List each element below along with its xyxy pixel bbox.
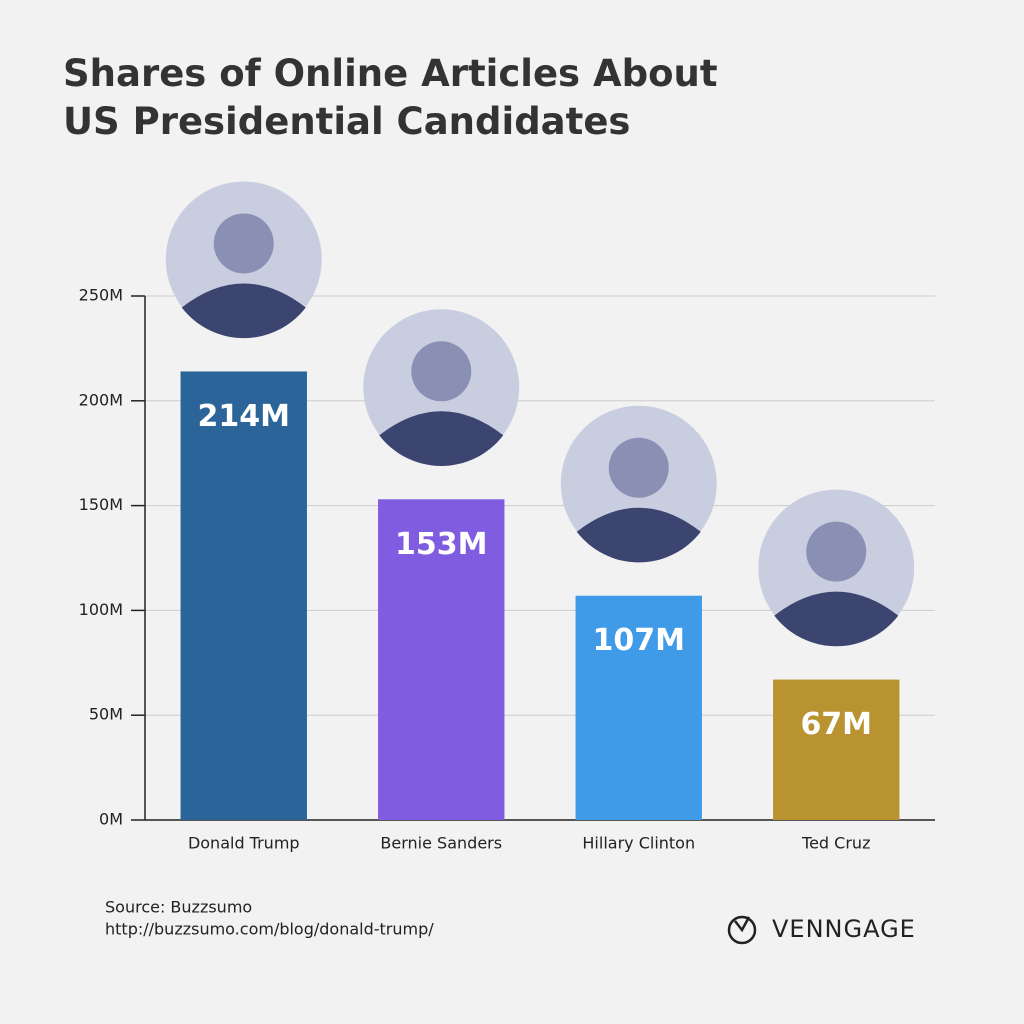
value-label: 107M	[593, 623, 685, 658]
y-tick-label: 0M	[99, 810, 123, 829]
candidate-photo	[165, 181, 322, 339]
value-label: 153M	[395, 527, 487, 562]
bar	[378, 499, 505, 820]
y-tick-label: 50M	[89, 705, 123, 724]
brand: VENNGAGE	[772, 915, 916, 943]
chart-title: Shares of Online Articles About US Presi…	[63, 52, 718, 143]
bar	[180, 371, 307, 820]
photo-head	[608, 437, 669, 498]
photo-body	[379, 411, 504, 466]
x-tick-label: Bernie Sanders	[380, 834, 502, 853]
brand-logo	[727, 915, 757, 945]
bar	[773, 679, 900, 820]
photo-body	[774, 591, 899, 647]
y-tick-label: 100M	[79, 600, 123, 619]
logo-icon	[727, 915, 757, 945]
photo-body	[576, 507, 701, 563]
y-tick-label: 250M	[79, 286, 123, 305]
y-tick-label: 150M	[79, 495, 123, 514]
candidate-photo	[560, 405, 717, 563]
x-tick-label: Donald Trump	[188, 834, 300, 853]
logo-icon	[734, 916, 751, 933]
photo-body	[181, 283, 306, 339]
photo-head	[806, 521, 867, 582]
photo-head	[411, 341, 472, 402]
candidate-photo	[758, 489, 915, 647]
source: Source: Buzzsumo	[105, 898, 252, 917]
x-tick-label: Hillary Clinton	[582, 834, 695, 853]
bar	[575, 595, 702, 820]
value-label: 67M	[800, 707, 872, 742]
value-label: 214M	[198, 399, 290, 434]
x-tick-label: Ted Cruz	[801, 834, 870, 853]
photo-head	[213, 213, 274, 274]
source-url: http://buzzsumo.com/blog/donald-trump/	[105, 920, 434, 939]
candidate-photo	[363, 309, 520, 466]
y-tick-label: 200M	[79, 390, 123, 409]
